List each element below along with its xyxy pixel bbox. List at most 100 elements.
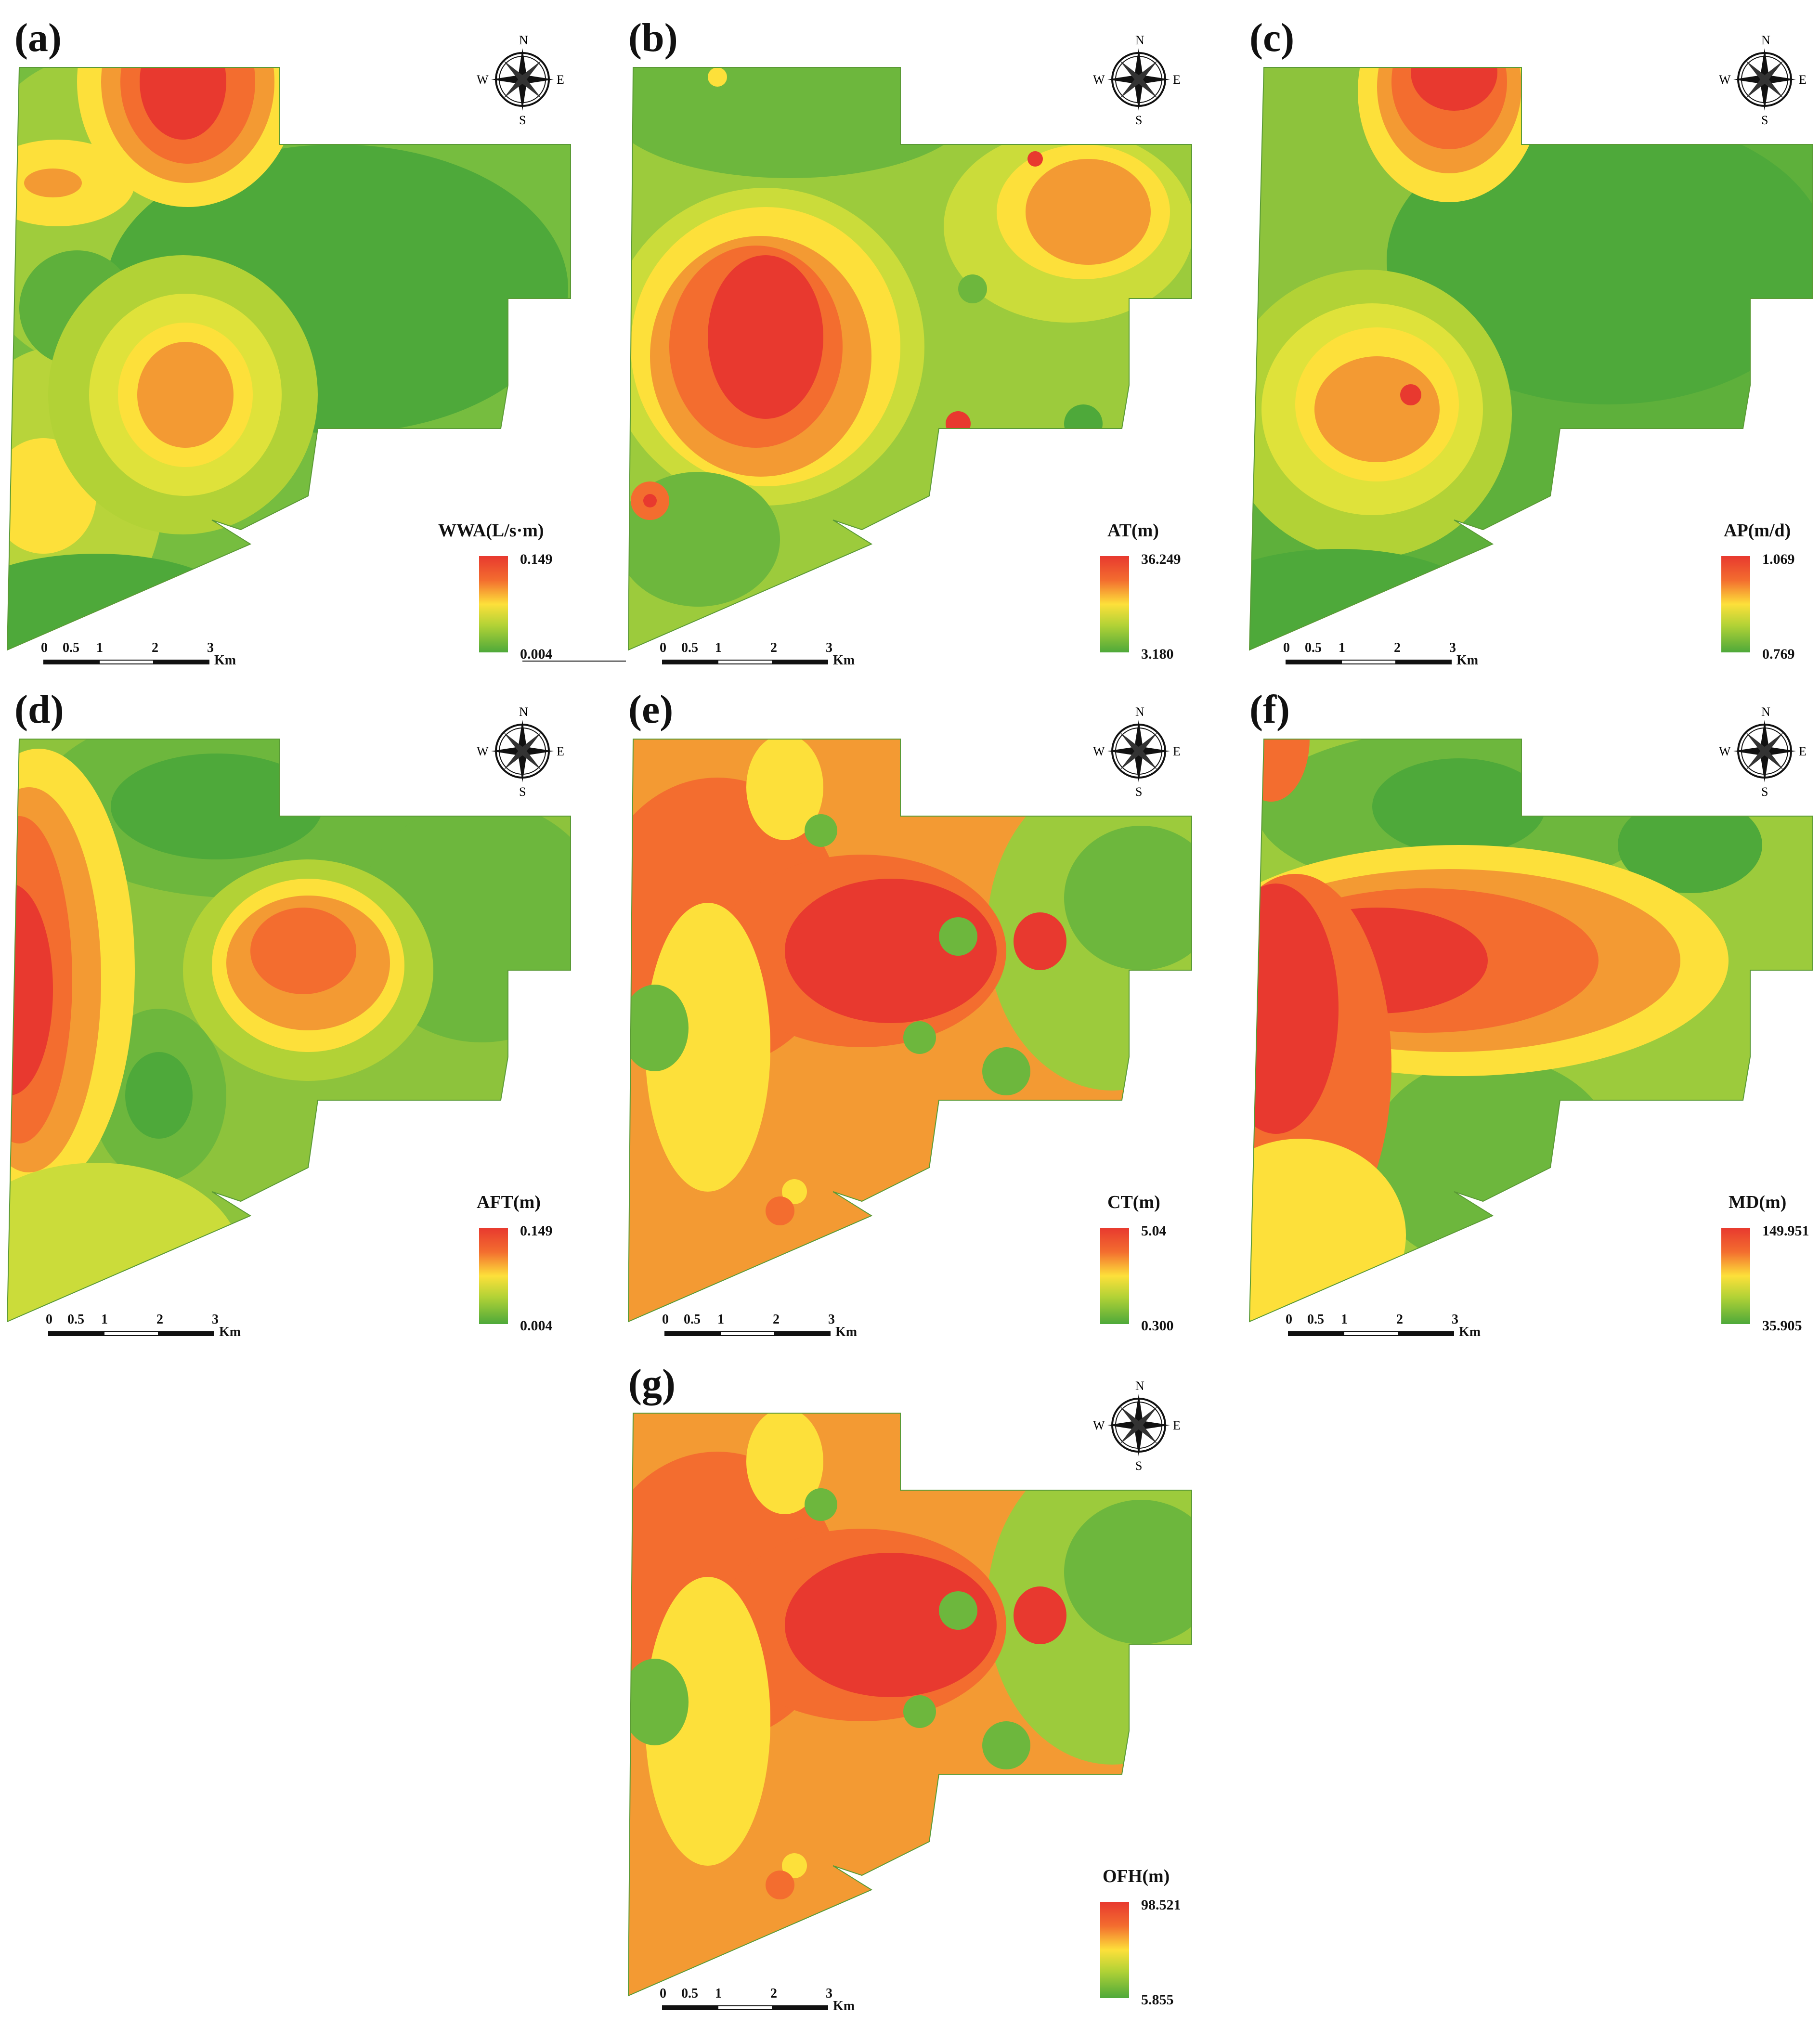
compass-w: W bbox=[1093, 1418, 1105, 1432]
legend-colorbar bbox=[1100, 1902, 1129, 1998]
scale-tick: 0.5 bbox=[1307, 1312, 1324, 1327]
legend-title: MD(m) bbox=[1729, 1192, 1787, 1212]
scale-tick: 2 bbox=[1396, 1312, 1403, 1327]
scale-tick: 3 bbox=[826, 1986, 832, 2001]
compass-e: E bbox=[1799, 744, 1807, 758]
compass-w: W bbox=[1719, 73, 1731, 87]
map-g bbox=[627, 1413, 1192, 1997]
scale-bar: 0 0.5 1 2 3 Km bbox=[660, 1312, 857, 1341]
scale-tick: 1 bbox=[101, 1312, 108, 1327]
scale-unit: Km bbox=[833, 653, 855, 668]
legend-colorbar bbox=[479, 1228, 508, 1324]
panel-label: (c) bbox=[1249, 15, 1295, 60]
map-d bbox=[6, 739, 571, 1323]
scale-unit: Km bbox=[835, 1325, 858, 1339]
scale-bar: 0 0.5 1 2 3 Km bbox=[1281, 640, 1478, 669]
scale-tick: 1 bbox=[96, 640, 103, 655]
scale-tick: 2 bbox=[1394, 640, 1401, 655]
compass-w: W bbox=[477, 73, 489, 87]
scale-tick: 0.5 bbox=[67, 1312, 84, 1327]
legend-colorbar bbox=[1721, 1228, 1750, 1324]
legend-max: 0.149 bbox=[520, 551, 553, 567]
scale-tick: 0 bbox=[1283, 640, 1290, 655]
compass-s: S bbox=[519, 113, 526, 125]
scale-tick: 1 bbox=[1341, 1312, 1348, 1327]
compass-e: E bbox=[1173, 1418, 1181, 1432]
legend-title: CT(m) bbox=[1107, 1192, 1160, 1212]
scale-tick: 0 bbox=[1286, 1312, 1292, 1327]
legend-title: WWA(L/s·m) bbox=[438, 520, 544, 541]
scale-bar: 0 0.5 1 2 3 Km bbox=[1283, 1312, 1481, 1341]
compass-w: W bbox=[1719, 744, 1731, 758]
scale-bar: 0 0.5 1 2 3 Km bbox=[39, 640, 236, 669]
scale-tick: 3 bbox=[1449, 640, 1456, 655]
legend-max: 149.951 bbox=[1762, 1223, 1809, 1239]
scale-tick: 1 bbox=[717, 1312, 724, 1327]
compass-e: E bbox=[1799, 73, 1807, 87]
compass-s: S bbox=[1761, 113, 1768, 125]
compass-e: E bbox=[1173, 744, 1181, 758]
compass-n: N bbox=[1135, 705, 1144, 719]
scale-tick: 0.5 bbox=[684, 1312, 701, 1327]
compass-n: N bbox=[1135, 34, 1144, 47]
scale-tick: 3 bbox=[826, 640, 832, 655]
compass-w: W bbox=[1093, 73, 1105, 87]
compass-n: N bbox=[1761, 705, 1770, 719]
scale-unit: Km bbox=[1459, 1325, 1481, 1339]
scale-tick: 2 bbox=[156, 1312, 163, 1327]
compass-icon: N S E W bbox=[477, 33, 568, 127]
map-c bbox=[1248, 67, 1813, 651]
compass-n: N bbox=[519, 705, 528, 719]
compass-icon: N S E W bbox=[1093, 33, 1184, 127]
scale-tick: 3 bbox=[207, 640, 214, 655]
map-panel-b: (b) N S E W AT(m) 36.249 3.180 0 0.5 1 2… bbox=[621, 10, 1237, 674]
scale-tick: 3 bbox=[1452, 1312, 1458, 1327]
panel-label: (g) bbox=[628, 1361, 676, 1406]
legend-max: 36.249 bbox=[1141, 551, 1181, 567]
compass-icon: N S E W bbox=[1719, 33, 1810, 127]
compass-n: N bbox=[1761, 34, 1770, 47]
panel-label: (f) bbox=[1249, 687, 1290, 732]
map-b bbox=[627, 67, 1192, 651]
scale-unit: Km bbox=[833, 1999, 855, 2014]
map-f bbox=[1248, 739, 1813, 1323]
scale-unit: Km bbox=[214, 653, 236, 668]
scale-tick: 0 bbox=[41, 640, 48, 655]
map-panel-e: (e) N S E W CT(m) 5.04 0.300 0 0.5 1 2 3… bbox=[621, 681, 1237, 1346]
legend-max: 1.069 bbox=[1762, 551, 1795, 567]
legend-max: 0.149 bbox=[520, 1223, 553, 1239]
map-panel-g: (g) N S E W OFH(m) 98.521 5.855 0 0.5 1 … bbox=[621, 1355, 1237, 2020]
scale-tick: 2 bbox=[773, 1312, 780, 1327]
compass-e: E bbox=[557, 744, 564, 758]
legend-max: 98.521 bbox=[1141, 1897, 1181, 1913]
scale-tick: 0 bbox=[660, 1986, 666, 2001]
scale-unit: Km bbox=[219, 1325, 241, 1339]
scale-bar: 0 0.5 1 2 3 Km bbox=[43, 1312, 241, 1341]
compass-s: S bbox=[1135, 1459, 1142, 1471]
compass-w: W bbox=[477, 744, 489, 758]
scale-tick: 0.5 bbox=[63, 640, 79, 655]
legend-min: 5.855 bbox=[1141, 1992, 1174, 2008]
scale-tick: 3 bbox=[828, 1312, 835, 1327]
compass-icon: N S E W bbox=[1093, 705, 1184, 799]
compass-icon: N S E W bbox=[477, 705, 568, 799]
compass-s: S bbox=[1135, 113, 1142, 125]
scale-tick: 1 bbox=[715, 640, 722, 655]
legend-colorbar bbox=[1721, 556, 1750, 652]
legend-min: 35.905 bbox=[1762, 1318, 1802, 1334]
legend-colorbar bbox=[479, 556, 508, 652]
legend-min: 0.004 bbox=[520, 646, 553, 662]
legend-title: AT(m) bbox=[1107, 520, 1159, 541]
map-panel-c: (c) N S E W AP(m/d) 1.069 0.769 0 0.5 1 … bbox=[1242, 10, 1820, 674]
compass-n: N bbox=[1135, 1379, 1144, 1393]
compass-w: W bbox=[1093, 744, 1105, 758]
scale-tick: 2 bbox=[770, 1986, 777, 2001]
compass-s: S bbox=[519, 785, 526, 797]
scale-tick: 0 bbox=[46, 1312, 52, 1327]
scale-tick: 1 bbox=[715, 1986, 722, 2001]
map-panel-d: (d) N S E W AFT(m) 0.149 0.004 0 0.5 1 2… bbox=[0, 681, 616, 1346]
panel-label: (a) bbox=[14, 15, 62, 60]
scale-tick: 0.5 bbox=[1305, 640, 1322, 655]
separator-line bbox=[522, 661, 626, 662]
scale-unit: Km bbox=[1456, 653, 1479, 668]
